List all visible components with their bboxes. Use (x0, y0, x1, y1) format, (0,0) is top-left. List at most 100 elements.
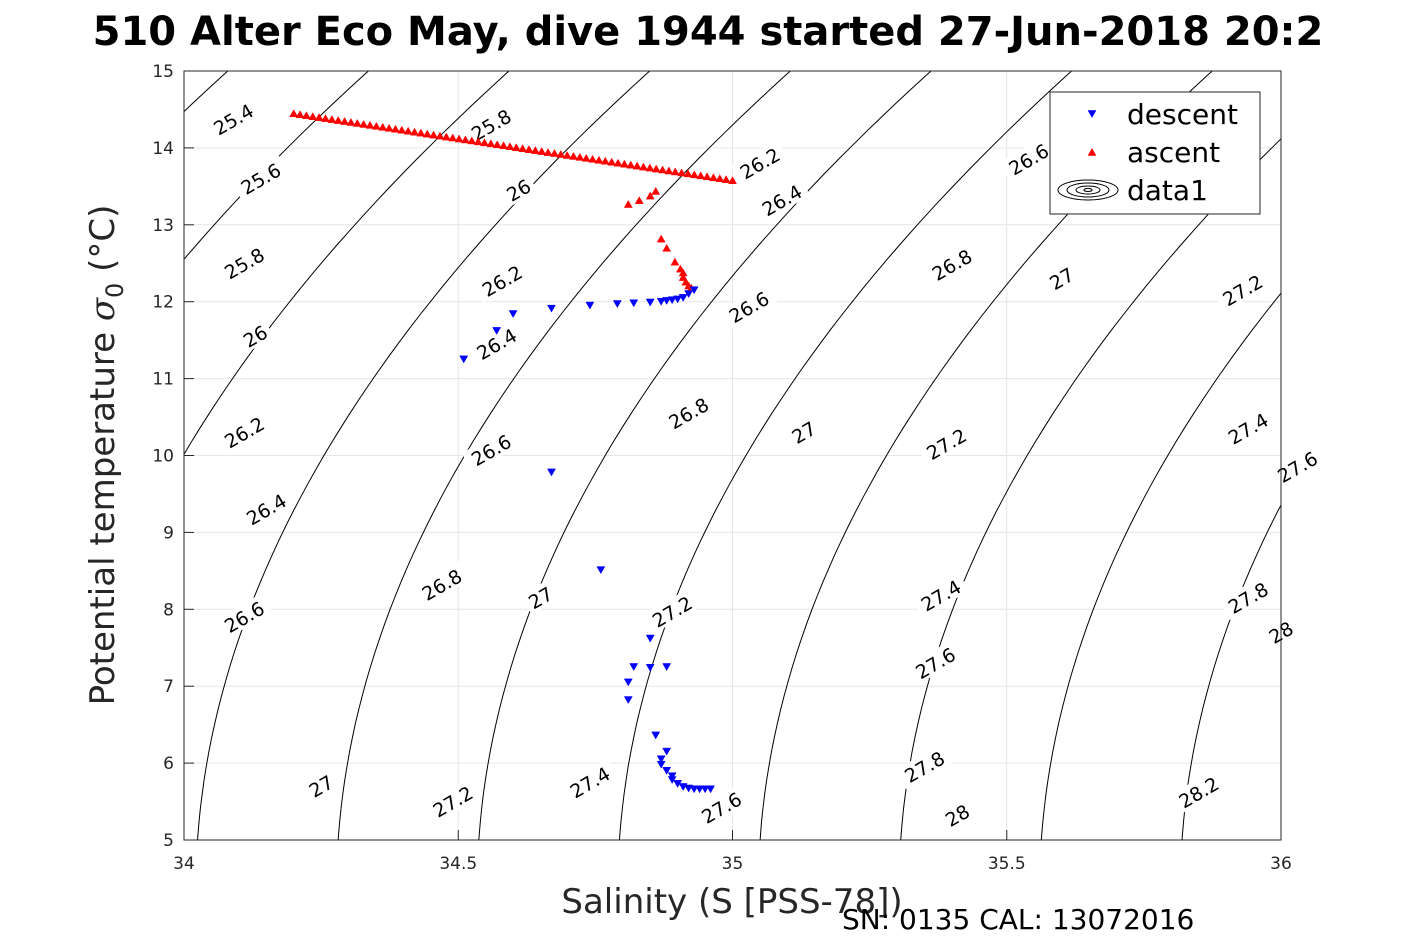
x-tick-label: 34 (173, 854, 195, 874)
contour-label-background (204, 95, 262, 142)
contour-label-background (231, 154, 290, 201)
y-tick-label: 15 (152, 62, 174, 82)
ascent-point (670, 167, 680, 176)
ascent-point (365, 120, 375, 129)
contour-label-background (937, 797, 977, 833)
ascent-point (448, 133, 458, 142)
contour-label-background (730, 139, 789, 186)
legend-contour-ring (1066, 182, 1110, 198)
legend-label-data1: data1 (1127, 174, 1208, 207)
contour-label-background (236, 485, 295, 532)
legend-ascent-marker (1087, 147, 1097, 156)
descent-series (459, 286, 715, 794)
ascent-point (346, 118, 356, 126)
ascent-point (708, 173, 718, 182)
descent-point (700, 785, 710, 794)
density-contour-line (1181, 503, 1281, 840)
ascent-point (518, 144, 528, 152)
y-tick-label: 14 (152, 139, 174, 159)
ascent-point (371, 121, 381, 130)
descent-point (667, 776, 677, 785)
descent-point (547, 304, 556, 313)
ascent-point (308, 112, 318, 120)
ascent-point (677, 168, 687, 177)
legend-contour-ring (1083, 188, 1093, 192)
contour-label-background (235, 317, 275, 353)
contour-label-background (412, 560, 471, 607)
contour-label-background (301, 767, 340, 803)
ascent-point (499, 141, 508, 150)
descent-point (689, 286, 699, 295)
ascent-point (581, 153, 591, 162)
ascent-point (594, 155, 604, 164)
ascent-point (441, 132, 451, 141)
contour-label-background (214, 593, 273, 640)
legend-descent-marker (1087, 110, 1097, 119)
ascent-point (619, 159, 629, 168)
ascent-point (556, 150, 566, 158)
ascent-point (359, 119, 369, 128)
ascent-point (435, 131, 445, 140)
ascent-point (505, 142, 515, 151)
y-tick-label: 12 (152, 293, 174, 313)
y-tick-label: 13 (152, 216, 174, 236)
ascent-point (340, 117, 350, 125)
ascent-point (645, 163, 655, 172)
contour-label-background (520, 579, 560, 615)
descent-point (612, 300, 622, 309)
ascent-point (543, 148, 553, 156)
ascent-point (403, 126, 413, 135)
ascent-point (454, 134, 464, 143)
descent-point (667, 296, 677, 305)
ascent-point (575, 152, 585, 161)
descent-point (623, 696, 633, 705)
y-tick-label: 11 (152, 370, 174, 390)
x-tick-label: 35.5 (988, 854, 1026, 874)
descent-point (673, 295, 683, 304)
legend-contour-icon (1057, 179, 1119, 201)
y-axis-label: Potential temperature σ0 (°C) (83, 205, 129, 706)
descent-point (645, 663, 655, 672)
contour-label: 27 (301, 767, 340, 803)
y-axis-ticks: 5 6 7 8 9 10 11 12 13 14 15 (152, 62, 194, 851)
contour-label-background (1213, 266, 1271, 313)
contour-label: 27.4 (911, 571, 970, 618)
ascent-point (422, 129, 432, 138)
density-contour-line (1040, 292, 1281, 840)
ascent-point (683, 169, 693, 178)
ascent-point (429, 130, 439, 139)
ascent-point (639, 162, 648, 171)
contour-label-background (917, 420, 975, 467)
ascent-point (562, 150, 572, 159)
ascent-point (658, 165, 667, 174)
descent-point (656, 755, 666, 764)
ascent-point (301, 111, 311, 119)
descent-point (459, 355, 469, 364)
contour-label-background (560, 758, 619, 805)
descent-point (492, 327, 502, 335)
density-contour-line (478, 71, 932, 840)
ascent-point (391, 124, 400, 133)
descent-point (684, 290, 694, 299)
ascent-point (550, 149, 559, 157)
contour-label-background (1041, 260, 1081, 296)
descent-point (547, 468, 556, 477)
ascent-point (689, 170, 699, 179)
contour-label-background (911, 571, 970, 618)
y-axis-label-unit: (°C) (83, 205, 123, 283)
contour-label-background (461, 426, 520, 473)
ascent-point (511, 143, 521, 151)
ascent-point (384, 123, 394, 132)
ascent-point (289, 109, 299, 118)
y-tick-label: 9 (163, 523, 174, 543)
ascent-point (467, 136, 477, 145)
contour-label-background (692, 783, 750, 830)
ascent-point (295, 110, 305, 119)
ascent-series (289, 109, 737, 292)
ascent-point (664, 166, 674, 175)
contour-label-background (423, 777, 482, 824)
ascent-point (721, 175, 731, 183)
contour-label-background (461, 100, 520, 147)
ascent-point (678, 273, 688, 281)
density-contour-line (197, 71, 651, 840)
